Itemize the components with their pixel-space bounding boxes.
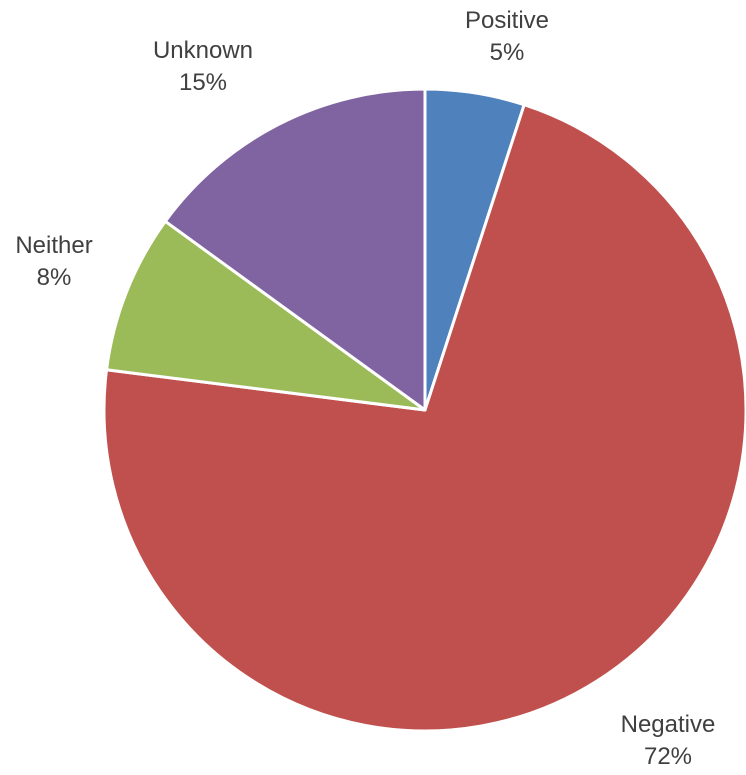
slice-percent-unknown: 15% bbox=[179, 69, 227, 96]
slice-percent-neither: 8% bbox=[37, 264, 72, 291]
slice-label-positive: Positive bbox=[465, 7, 549, 34]
slice-label-neither: Neither bbox=[15, 232, 92, 259]
slice-percent-negative: 72% bbox=[644, 743, 692, 770]
slice-percent-positive: 5% bbox=[490, 39, 525, 66]
pie-slices bbox=[102, 87, 746, 733]
pie-slice-unknown bbox=[163, 87, 427, 412]
slice-label-unknown: Unknown bbox=[153, 37, 253, 64]
pie-slice-negative bbox=[102, 103, 746, 733]
slice-label-negative: Negative bbox=[621, 711, 716, 738]
pie-slice-neither bbox=[105, 219, 427, 412]
pie-labels: Positive 5% Negative 72% Neither 8% Unknown 15% bbox=[15, 7, 715, 770]
